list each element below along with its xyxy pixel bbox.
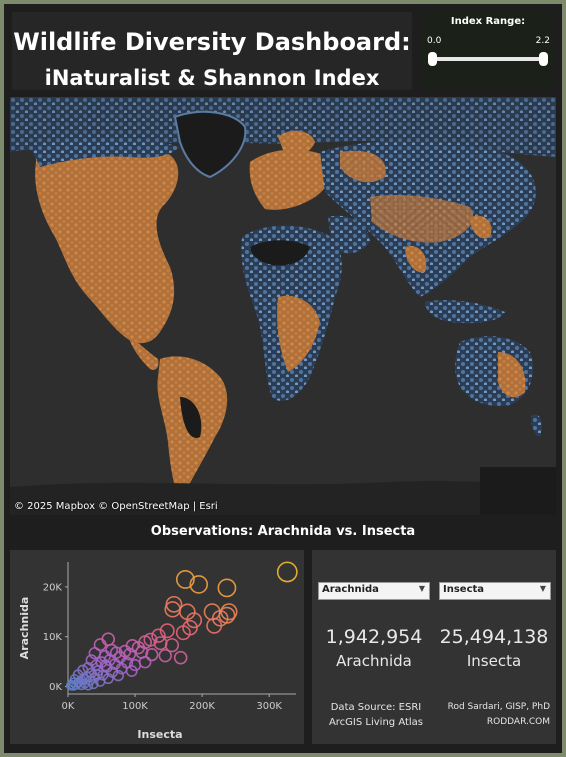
- data-point: [206, 617, 223, 634]
- index-range-max-handle[interactable]: [539, 52, 548, 66]
- data-point: [101, 632, 116, 647]
- y-tick-label: 0K: [49, 682, 62, 693]
- data-point: [125, 665, 138, 677]
- y-tick-label: 20K: [43, 582, 63, 593]
- data-point: [217, 578, 237, 598]
- data-point: [276, 561, 298, 583]
- x-tick-label: 200K: [189, 701, 215, 712]
- data-point: [88, 646, 102, 660]
- world-map[interactable]: © 2025 Mapbox © OpenStreetMap | Esri: [10, 97, 556, 515]
- data-point: [173, 650, 188, 665]
- data-point: [73, 677, 84, 688]
- observations-title: Observations: Arachnida vs. Insecta: [150, 524, 416, 539]
- data-source-line2: ArcGIS Living Atlas: [328, 717, 424, 728]
- y-axis-label: Arachnida: [18, 597, 31, 660]
- chevron-down-icon: ▼: [539, 584, 546, 593]
- index-range-min-label: 0.0: [427, 36, 442, 46]
- data-point: [175, 570, 195, 589]
- data-point: [94, 676, 106, 687]
- index-range-label: Index Range:: [450, 16, 526, 27]
- x-tick-label: 300K: [256, 701, 282, 712]
- index-range-filter: Index Range: 0.0 2.2: [422, 12, 554, 90]
- author-credit: Rod Sardari, GISP, PhD RODDAR.COM: [430, 700, 550, 730]
- y-tick-label: 10K: [43, 632, 63, 643]
- data-source-line1: Data Source: ESRI: [330, 702, 422, 713]
- x-tick-label: 100K: [122, 701, 148, 712]
- x-axis-label: Insecta: [137, 728, 182, 741]
- index-range-max-label: 2.2: [535, 36, 550, 46]
- insecta-label: Insecta: [466, 652, 522, 670]
- map-canvas[interactable]: [10, 97, 556, 515]
- category-dropdown-left[interactable]: Arachnida ▼: [318, 582, 430, 600]
- title-panel: Wildlife Diversity Dashboard: iNaturalis…: [12, 12, 412, 90]
- data-point: [159, 623, 175, 639]
- data-point: [164, 638, 180, 653]
- insecta-count: 25,494,138: [439, 626, 549, 648]
- data-point: [88, 678, 99, 690]
- arachnida-label: Arachnida: [336, 652, 412, 670]
- author-name: Rod Sardari, GISP, PhD: [447, 702, 550, 712]
- data-point: [84, 675, 96, 686]
- data-point: [175, 625, 191, 641]
- page-subtitle: iNaturalist & Shannon Index: [44, 66, 380, 90]
- index-range-min-handle[interactable]: [428, 52, 437, 66]
- category-dropdown-left-value: Arachnida: [322, 584, 379, 595]
- page-title: Wildlife Diversity Dashboard:: [13, 28, 411, 56]
- map-attribution[interactable]: © 2025 Mapbox © OpenStreetMap | Esri: [14, 501, 218, 512]
- data-point: [99, 659, 112, 672]
- data-point: [158, 648, 172, 663]
- data-point: [220, 603, 238, 621]
- data-point: [78, 673, 90, 685]
- arachnida-count: 1,942,954: [325, 626, 423, 648]
- data-point: [92, 669, 103, 680]
- data-point: [186, 612, 203, 629]
- stats-panel: Arachnida ▼ Insecta ▼ 1,942,954 Arachnid…: [312, 550, 556, 744]
- x-tick-label: 0K: [62, 701, 75, 712]
- data-point: [189, 575, 209, 594]
- index-range-slider-track[interactable]: [431, 57, 545, 61]
- category-dropdown-right[interactable]: Insecta ▼: [439, 582, 551, 600]
- data-point: [151, 628, 166, 643]
- author-website[interactable]: RODDAR.COM: [486, 717, 550, 727]
- category-dropdown-right-value: Insecta: [443, 584, 485, 595]
- data-source: Data Source: ESRI ArcGIS Living Atlas: [316, 700, 436, 730]
- data-point: [112, 669, 124, 682]
- chevron-down-icon: ▼: [418, 584, 425, 593]
- scatter-panel: 0K 100K 200K 300K 0K 10K 20K Insecta Arachnida: [10, 550, 304, 744]
- scatter-chart[interactable]: 0K 100K 200K 300K 0K 10K 20K Insecta Arachnida: [10, 550, 304, 744]
- data-point: [138, 655, 152, 669]
- data-point: [145, 648, 159, 662]
